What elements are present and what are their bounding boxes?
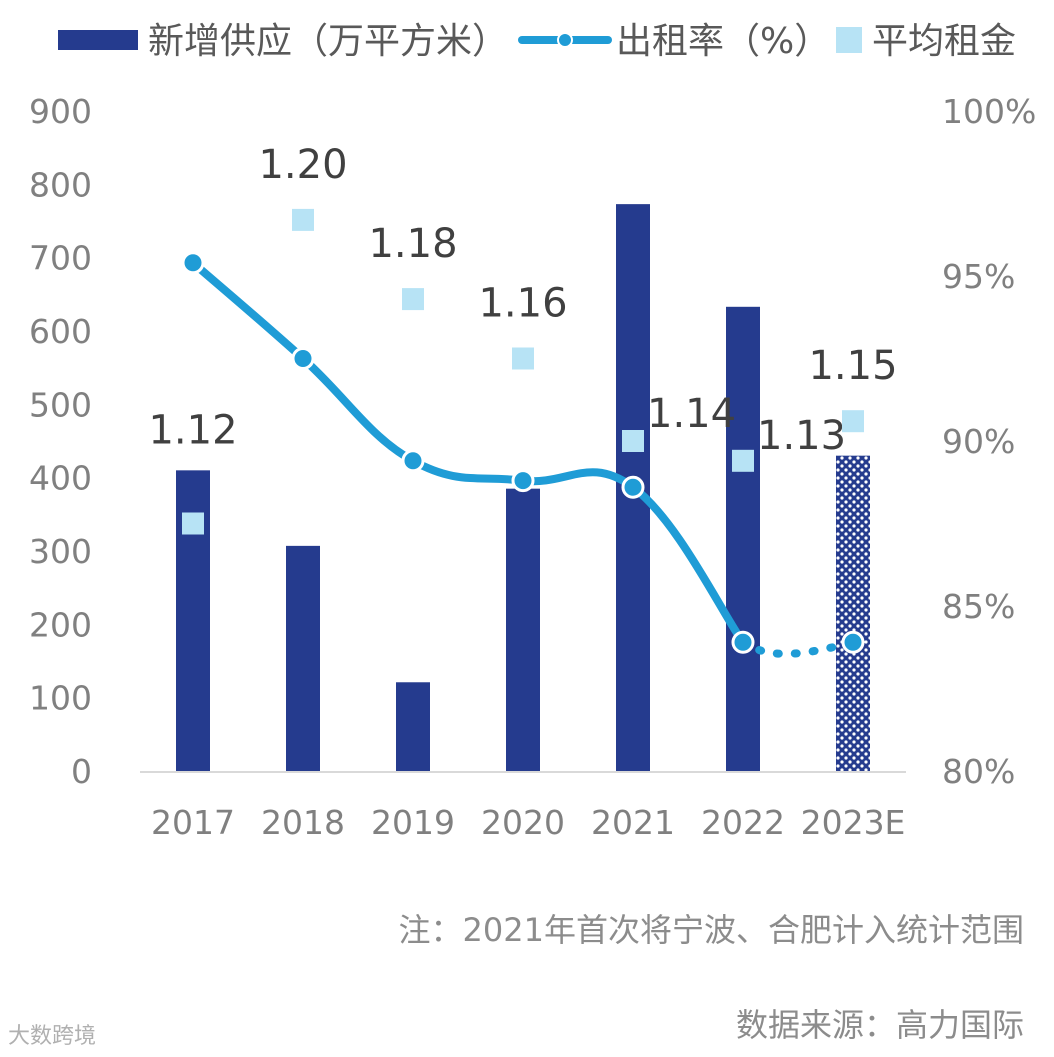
occupancy-point <box>291 347 315 370</box>
y-right-tick-label: 80% <box>942 752 1015 791</box>
rent-marker <box>842 410 864 433</box>
rent-data-label: 1.13 <box>757 413 846 459</box>
rent-data-label: 1.15 <box>808 343 897 389</box>
bar <box>396 682 430 771</box>
x-axis: 2017 2018 2019 2020 2021 2022 2023E <box>151 803 905 842</box>
x-tick-label: 2022 <box>701 803 785 842</box>
y-right-tick-label: 95% <box>942 257 1015 296</box>
x-tick-label: 2017 <box>151 803 235 842</box>
legend: 新增供应（万平方米） 出租率（%） 平均租金 <box>58 21 1016 62</box>
rent-marker <box>182 512 204 535</box>
occupancy-point <box>731 630 755 654</box>
source-note: 数据来源：高力国际 <box>735 1006 1024 1044</box>
x-tick-label: 2018 <box>261 803 345 842</box>
bar <box>726 306 760 771</box>
y-left-tick-label: 700 <box>29 239 92 278</box>
bar-forecast <box>836 455 870 771</box>
y-left-tick-label: 900 <box>29 92 92 131</box>
rent-marker <box>292 208 314 231</box>
bar <box>506 488 540 771</box>
occupancy-line <box>181 251 865 658</box>
y-right-tick-label: 100% <box>942 92 1036 131</box>
occupancy-point <box>621 475 645 499</box>
y-left-tick-label: 600 <box>29 312 92 351</box>
occupancy-line-forecast <box>739 638 857 658</box>
occupancy-point <box>841 630 865 654</box>
bar <box>286 545 320 771</box>
y-left-tick-label: 400 <box>29 459 92 498</box>
occupancy-line-solid <box>189 258 747 647</box>
x-tick-label: 2021 <box>591 803 675 842</box>
y-left-axis: 0 100 200 300 400 500 600 700 800 900 <box>29 92 92 791</box>
rent-marker <box>402 288 424 311</box>
y-right-axis: 80% 85% 90% 95% 100% <box>942 92 1036 791</box>
y-right-tick-label: 90% <box>942 422 1015 461</box>
legend-label-rent: 平均租金 <box>872 21 1016 62</box>
occupancy-point <box>181 251 205 275</box>
x-tick-label: 2020 <box>481 803 565 842</box>
rent-data-label: 1.12 <box>148 408 237 454</box>
y-left-tick-label: 200 <box>29 605 92 644</box>
y-left-tick-label: 0 <box>71 752 92 791</box>
rent-data-label: 1.16 <box>478 281 567 327</box>
rent-marker <box>622 430 644 452</box>
occupancy-point <box>401 449 425 473</box>
footnote: 注：2021年首次将宁波、合肥计入统计范围 <box>398 911 1024 949</box>
legend-bar-swatch <box>58 30 138 50</box>
y-left-tick-label: 800 <box>29 165 92 204</box>
y-right-tick-label: 85% <box>942 587 1015 626</box>
legend-label-occupancy: 出租率（%） <box>616 21 830 62</box>
y-left-tick-label: 500 <box>29 385 92 424</box>
rent-marker <box>732 449 754 472</box>
rent-data-label: 1.14 <box>647 391 736 437</box>
x-tick-label: 2019 <box>371 803 455 842</box>
watermark: 大数跨境 <box>8 1024 97 1049</box>
rent-data-label: 1.18 <box>368 221 457 267</box>
chart: 新增供应（万平方米） 出租率（%） 平均租金 0 100 200 300 400 500 6… <box>29 21 1036 842</box>
y-left-tick-label: 300 <box>29 532 92 571</box>
y-left-tick-label: 100 <box>29 679 92 718</box>
x-tick-label: 2023E <box>801 803 906 842</box>
rent-markers: 1.12 1.20 1.18 1.16 1.14 1.13 1.15 <box>148 142 898 535</box>
rent-marker <box>512 347 534 370</box>
legend-label-supply: 新增供应（万平方米） <box>148 21 508 62</box>
occupancy-point <box>511 469 535 493</box>
legend-line-marker <box>557 32 573 48</box>
legend-marker-swatch <box>836 27 862 53</box>
rent-data-label: 1.20 <box>258 142 347 188</box>
